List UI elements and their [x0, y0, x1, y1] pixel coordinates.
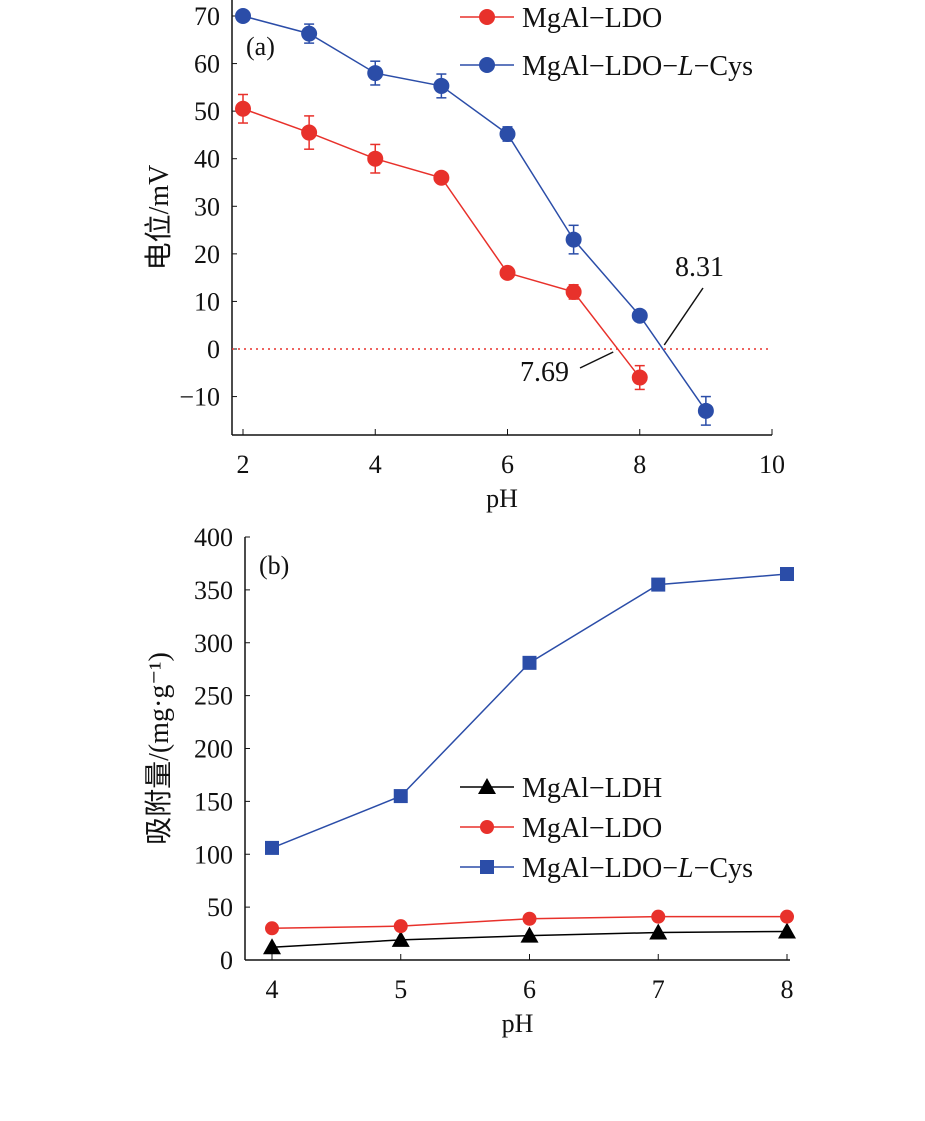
y-tick-label: 150 — [194, 787, 233, 816]
data-point — [778, 922, 796, 939]
data-point — [235, 100, 251, 117]
legend-label: MgAl−LDO — [522, 3, 662, 34]
data-point — [367, 65, 384, 82]
legend-label: MgAl−LDH — [522, 773, 662, 804]
panel-label: (b) — [259, 551, 289, 580]
x-axis-label: pH — [486, 484, 518, 513]
legend-label: MgAl−LDO−L−Cys — [522, 853, 753, 884]
y-tick-label: 400 — [194, 523, 233, 552]
x-tick-label: 10 — [759, 450, 785, 479]
legend-marker — [480, 820, 494, 834]
data-point — [522, 911, 537, 926]
legend-marker — [479, 9, 495, 25]
legend-marker — [478, 778, 496, 794]
y-tick-label: 0 — [220, 946, 233, 975]
x-tick-label: 8 — [633, 450, 646, 479]
data-point — [499, 125, 516, 142]
data-point — [367, 150, 384, 167]
data-point — [433, 77, 450, 94]
legend-label: MgAl−LDO — [522, 813, 662, 844]
y-tick-label: 40 — [194, 145, 220, 174]
data-point — [393, 919, 408, 934]
x-tick-label: 2 — [237, 450, 250, 479]
data-point — [651, 909, 666, 924]
y-axis-label: 电位/mV — [143, 165, 175, 271]
x-tick-label: 4 — [369, 450, 382, 479]
data-point — [301, 124, 318, 141]
data-point — [780, 567, 794, 582]
y-tick-label: −10 — [179, 383, 220, 412]
y-tick-label: 10 — [194, 287, 220, 316]
data-point — [235, 8, 251, 24]
data-point — [631, 369, 648, 386]
annotation-arrow — [579, 351, 614, 369]
y-tick-label: 350 — [194, 576, 233, 605]
y-axis-label: 吸附量/(mg·g⁻¹) — [143, 652, 175, 845]
x-tick-label: 8 — [781, 975, 794, 1004]
legend-marker — [480, 860, 494, 874]
data-point — [631, 307, 648, 324]
x-tick-label: 4 — [266, 975, 279, 1004]
data-point — [263, 938, 281, 955]
data-point — [565, 231, 582, 248]
x-tick-label: 6 — [523, 975, 536, 1004]
annotation-label: 8.31 — [675, 252, 724, 283]
data-point — [697, 402, 714, 419]
y-tick-label: 100 — [194, 840, 233, 869]
data-point — [522, 655, 537, 670]
y-tick-label: 50 — [207, 893, 233, 922]
annotation-label: 7.69 — [520, 357, 569, 388]
data-point — [433, 169, 450, 186]
y-tick-label: 250 — [194, 682, 233, 711]
y-tick-label: 50 — [194, 97, 220, 126]
series-line — [242, 15, 707, 412]
x-tick-label: 5 — [394, 975, 407, 1004]
x-tick-label: 7 — [652, 975, 665, 1004]
data-point — [391, 930, 410, 947]
data-point — [520, 926, 539, 943]
x-tick-label: 6 — [501, 450, 514, 479]
data-point — [780, 909, 794, 924]
data-point — [301, 25, 318, 42]
legend-label: MgAl−LDO−L−Cys — [522, 51, 753, 82]
data-point — [499, 264, 516, 281]
y-tick-label: 300 — [194, 629, 233, 658]
data-point — [565, 283, 582, 300]
data-point — [265, 921, 279, 936]
data-point — [649, 923, 668, 940]
data-point — [651, 577, 666, 592]
annotation-arrow — [663, 287, 704, 346]
series-line — [271, 573, 788, 849]
x-axis-label: pH — [502, 1009, 534, 1038]
y-tick-label: 70 — [194, 2, 220, 31]
legend-marker — [479, 57, 495, 73]
y-tick-label: 60 — [194, 50, 220, 79]
data-point — [393, 789, 408, 804]
data-point — [265, 840, 279, 855]
y-tick-label: 30 — [194, 192, 220, 221]
y-tick-label: 0 — [207, 335, 220, 364]
panel-label: (a) — [246, 32, 275, 61]
y-tick-label: 200 — [194, 735, 233, 764]
y-tick-label: 20 — [194, 240, 220, 269]
